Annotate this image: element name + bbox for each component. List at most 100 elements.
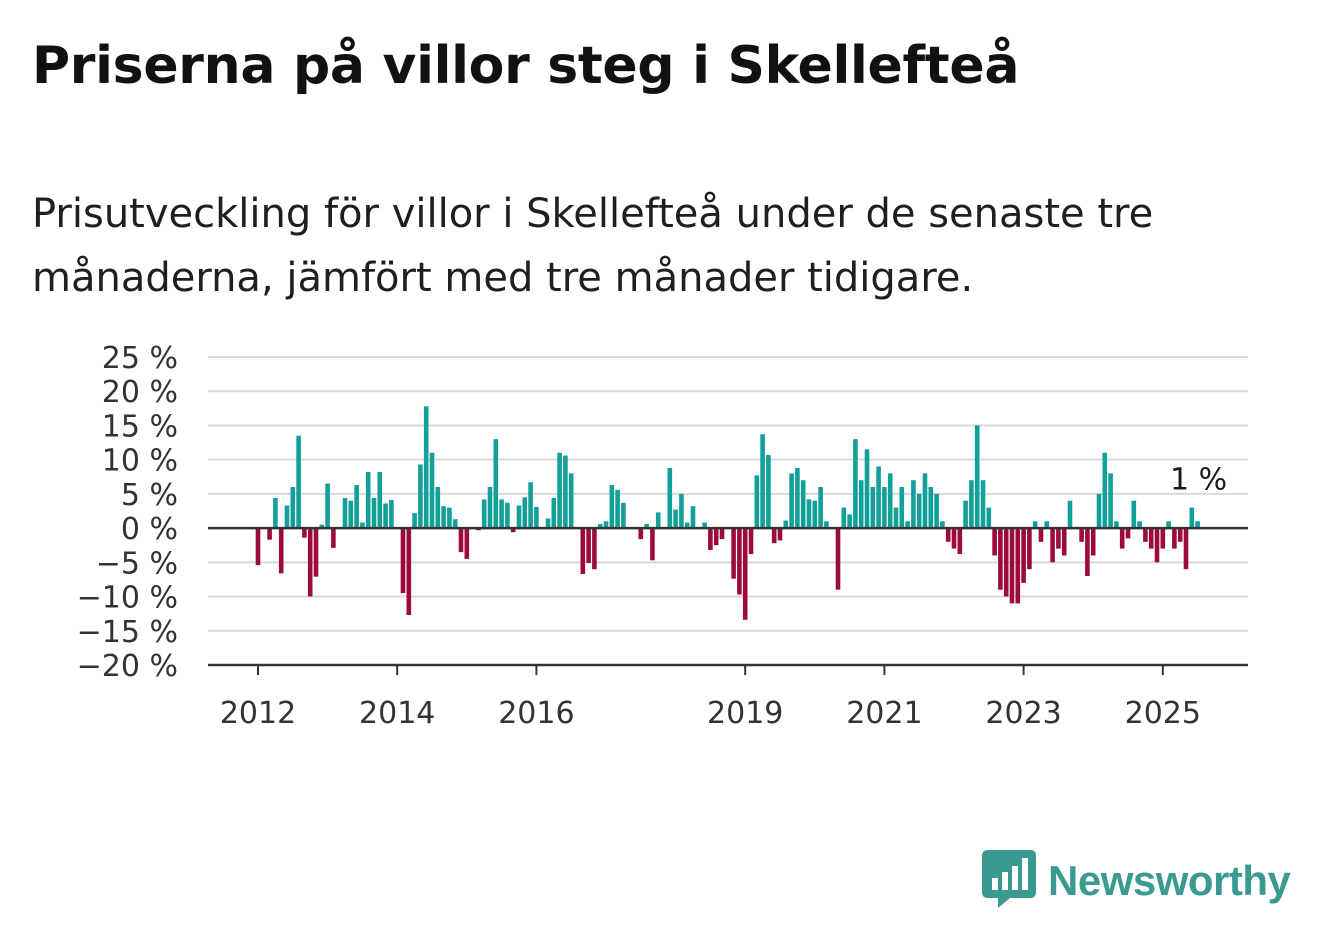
bar [447,507,452,529]
bar [690,506,696,529]
bar [911,480,916,529]
bar [389,500,394,529]
bar [354,485,359,529]
bar [957,528,963,555]
bar [423,406,429,529]
bar [754,475,760,529]
bar [557,452,562,529]
bar [1044,521,1050,529]
bar [713,528,719,546]
bar [737,528,742,595]
bar [412,513,417,529]
bar [638,528,644,540]
bar [719,528,725,540]
bar [278,528,284,574]
bar [342,498,348,529]
bar [481,499,487,529]
bar [1148,528,1154,549]
bar [1056,528,1061,549]
bar [568,473,574,529]
last-value-label: 1 % [1170,462,1227,497]
bar [673,509,678,529]
chart-title: Priserna på villor steg i Skellefteå [32,36,1020,96]
bar [464,528,470,559]
bar [760,434,765,529]
chart-subtitle: Prisutveckling för villor i Skellefteå u… [32,191,1154,301]
x-tick-label: 2021 [846,696,922,731]
bar [650,528,655,561]
y-axis-ticks: 25 %20 %15 %10 %5 %0 %−5 %−10 %−15 %−20 … [77,341,178,684]
bar [603,521,609,529]
bar [945,528,951,542]
bar [1189,507,1195,529]
y-tick-label: 0 % [121,512,178,547]
y-tick-label: −15 % [77,615,178,650]
bar [731,528,736,579]
bar [1038,528,1044,542]
bar [522,497,528,529]
bar [1102,452,1108,529]
newsworthy-brand[interactable]: Newsworthy [980,848,1291,914]
y-tick-label: 15 % [102,409,178,444]
bar [887,473,893,529]
bar [1108,473,1113,529]
bar [302,528,307,538]
y-tick-label: −10 % [77,581,178,616]
bar [1137,521,1142,529]
bar [319,524,325,529]
bar [545,518,551,529]
bar [916,493,922,529]
bar [255,528,261,566]
bar [934,493,939,529]
bar [870,487,876,529]
bar [609,485,615,529]
newsworthy-logo-icon [980,848,1038,914]
bar [951,528,957,549]
bar [1015,528,1021,604]
y-tick-label: 25 % [102,341,178,376]
bar [534,506,539,529]
bar [969,480,974,529]
bar [580,528,586,574]
bar [789,473,794,529]
bar [806,499,812,529]
bar [928,487,934,529]
bar [847,514,852,529]
bar [876,466,881,529]
bar [592,528,597,570]
bar [992,528,997,556]
bar [1067,500,1073,529]
x-tick-label: 2014 [359,696,435,731]
bar [1003,528,1009,597]
bar [1032,521,1038,529]
bar [980,480,986,529]
bar [841,507,847,529]
bar [365,472,371,529]
bar [835,528,841,590]
y-tick-label: 20 % [102,375,178,410]
bar [818,487,823,529]
bar [644,524,649,529]
bar [325,483,330,529]
bar [307,528,313,597]
bar [905,521,910,529]
bar [621,502,626,529]
bar [1079,528,1084,542]
bar [812,500,818,529]
bar [1119,528,1125,549]
bar [1090,528,1096,556]
bar [313,528,319,577]
bar [1177,528,1183,542]
bar [435,487,441,529]
bar [853,439,858,529]
bar [429,452,435,529]
bar [998,528,1003,590]
bar [493,439,499,529]
bar [383,503,388,529]
bar [777,528,783,541]
bar [360,522,365,529]
bar [1061,528,1067,556]
bar [296,435,301,529]
x-tick-label: 2019 [707,696,783,731]
bar [267,528,272,540]
